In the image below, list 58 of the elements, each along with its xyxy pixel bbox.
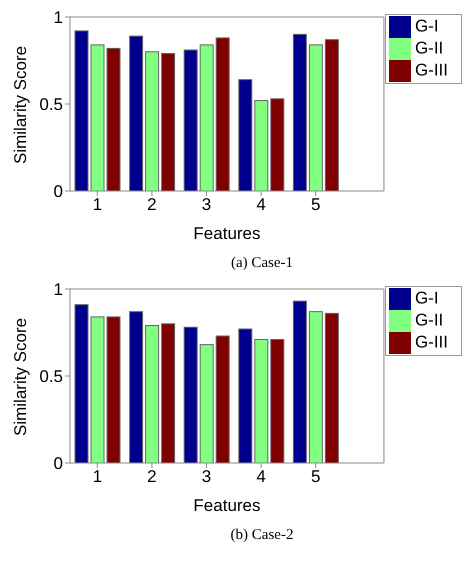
x-tick-label: 3	[202, 195, 212, 214]
bar	[90, 316, 104, 463]
bar	[216, 37, 230, 191]
bar	[74, 304, 88, 463]
y-axis-title: Similarity Score	[11, 46, 30, 164]
x-axis-title: Features	[193, 496, 261, 515]
bar	[74, 30, 88, 191]
x-tick-label: 1	[92, 195, 102, 214]
legend-label: G-III	[414, 332, 448, 352]
bar	[216, 335, 230, 463]
text: (b) Case-2	[230, 527, 294, 544]
bar	[238, 328, 252, 463]
x-tick-label: 2	[147, 195, 157, 214]
bar	[254, 100, 268, 191]
bar	[161, 323, 176, 463]
legend-label: G-I	[414, 288, 439, 308]
bar	[129, 36, 144, 191]
bar	[254, 338, 268, 463]
x-tick-label: 5	[310, 195, 320, 214]
bar	[308, 311, 323, 463]
bar	[200, 44, 214, 191]
legend-label: G-II	[414, 38, 444, 58]
bar	[200, 344, 214, 463]
legend-label: G-II	[414, 310, 444, 330]
text: (a) Case-1	[230, 255, 294, 272]
bar	[292, 300, 307, 463]
legend-label: G-III	[414, 60, 448, 80]
y-axis-title: Similarity Score	[11, 318, 30, 436]
bar	[184, 326, 198, 463]
y-tick-label: 1	[54, 8, 63, 28]
bar	[324, 312, 339, 463]
y-tick-label: 0.5	[39, 95, 63, 114]
bar	[106, 316, 120, 463]
x-tick-label: 4	[256, 195, 266, 214]
bar	[129, 311, 144, 463]
bar	[270, 98, 284, 191]
x-tick-label: 1	[92, 467, 102, 486]
bar	[324, 39, 339, 191]
y-tick-label: 0	[54, 182, 63, 202]
x-tick-label: 5	[310, 467, 320, 486]
x-axis-title: Features	[193, 224, 261, 243]
legend-label: G-I	[414, 16, 439, 36]
bar	[238, 79, 252, 191]
y-tick-label: 0	[54, 454, 63, 474]
bar	[145, 325, 160, 463]
bar	[161, 53, 176, 191]
x-tick-label: 3	[202, 467, 212, 486]
x-tick-label: 2	[147, 467, 157, 486]
bar	[270, 338, 284, 463]
bar	[90, 44, 104, 191]
y-tick-label: 1	[54, 280, 63, 300]
bar	[184, 50, 198, 191]
bar	[106, 48, 120, 191]
bar	[308, 44, 323, 191]
y-tick-label: 0.5	[39, 367, 63, 386]
x-tick-label: 4	[256, 467, 266, 486]
bar	[292, 34, 307, 191]
bar	[145, 51, 160, 191]
